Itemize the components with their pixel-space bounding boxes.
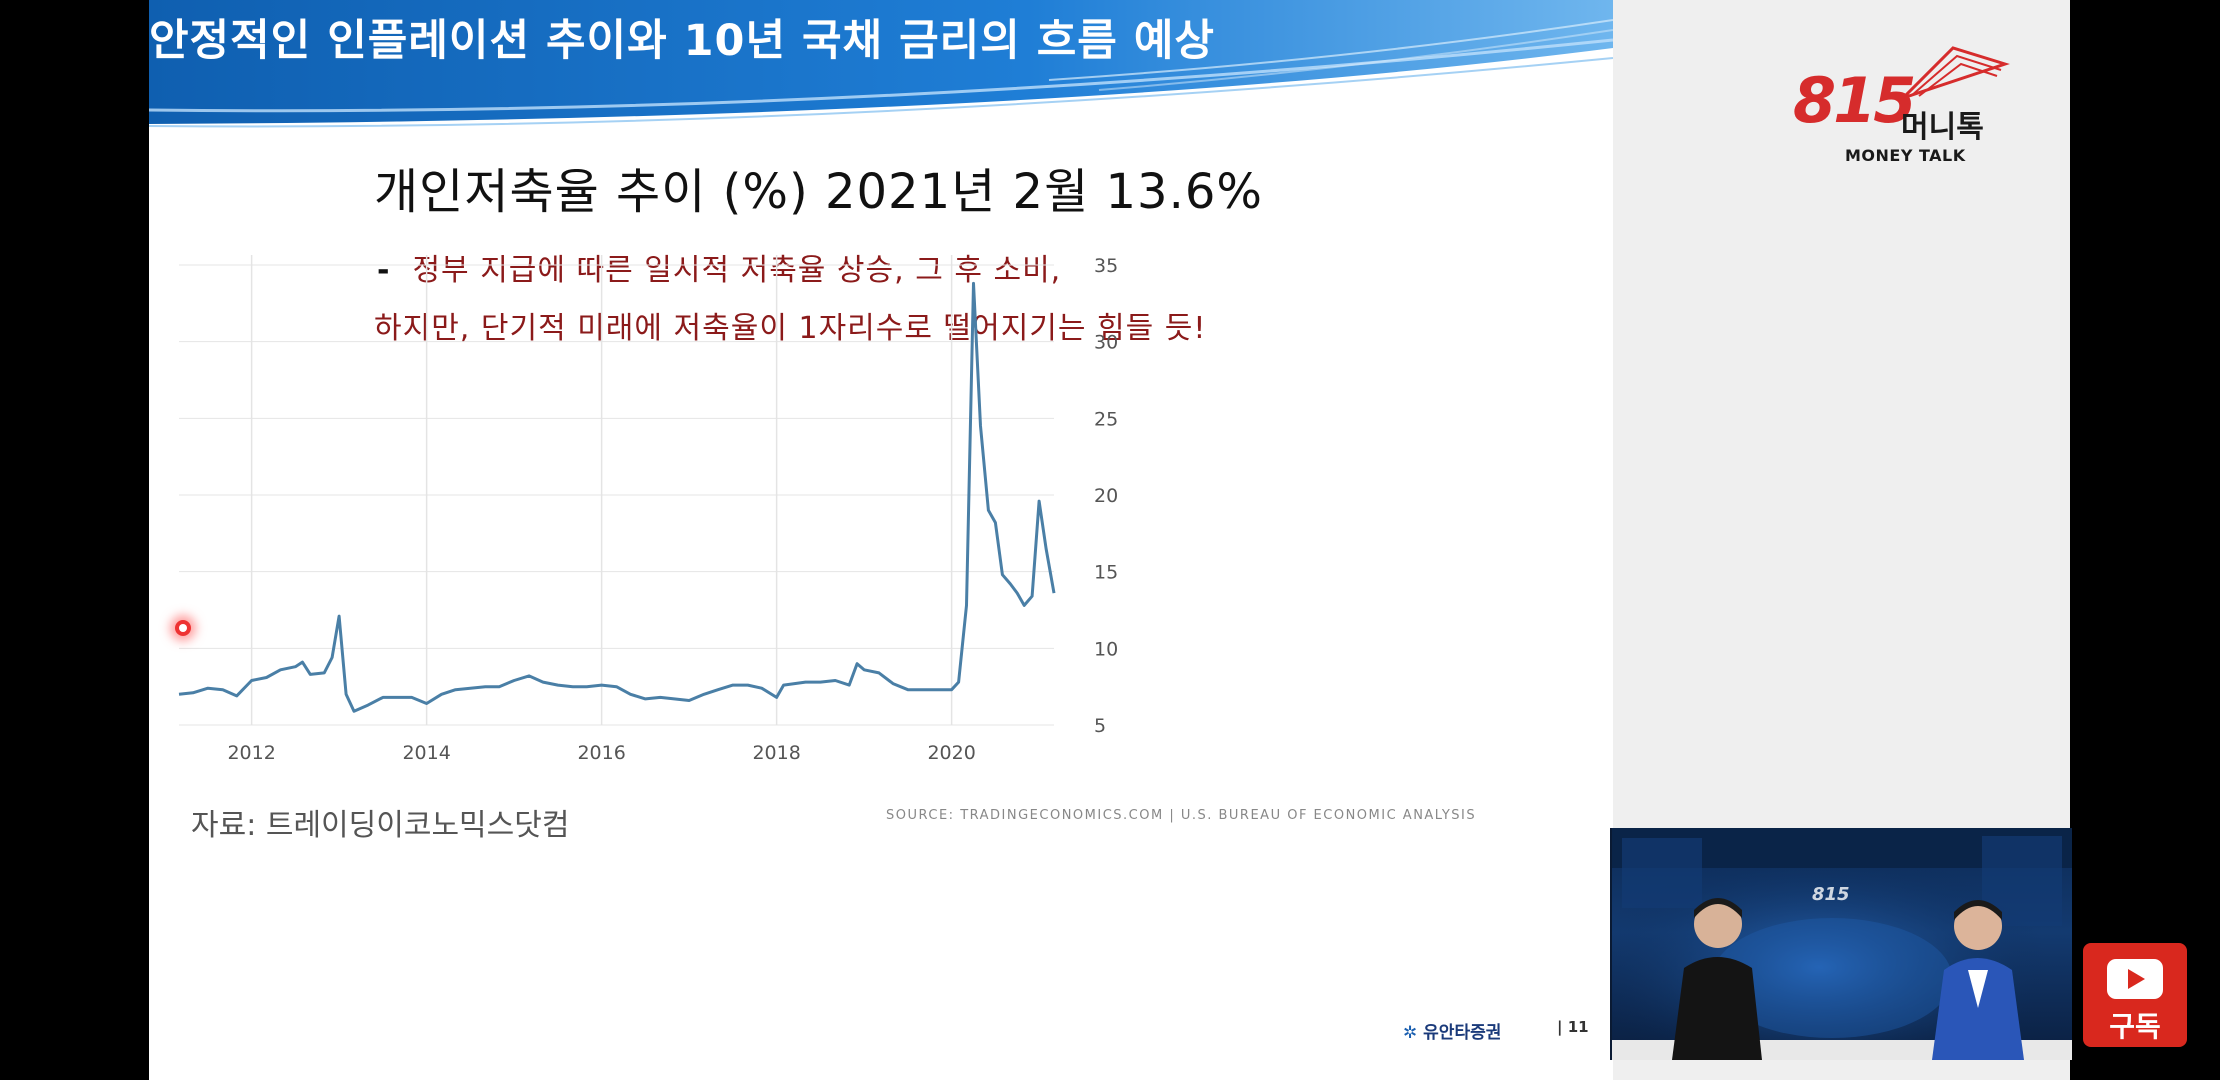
logo-number: 815 <box>1793 64 1916 137</box>
svg-text:815: 815 <box>1812 884 1850 905</box>
x-tick-label: 2012 <box>227 742 275 764</box>
chart-heading: 개인저축율 추이 (%) 2021년 2월 13.6% <box>374 164 1263 220</box>
source-korean: 자료: 트레이딩이코노믹스닷컴 <box>191 808 570 843</box>
money-talk-logo: 815 머니톡 MONEY TALK <box>1793 40 2033 180</box>
page-number: | 11 <box>1557 1018 1589 1036</box>
money-fan-icon <box>1901 46 2010 100</box>
y-tick-label: 25 <box>1094 408 1118 430</box>
logo-korean: 머니톡 <box>1901 110 1984 145</box>
footer-brand: ✲ 유안타증권 <box>1403 1018 1501 1043</box>
slide-title: 안정적인 인플레이션 추이와 10년 국채 금리의 흐름 예상 <box>149 16 1215 66</box>
y-tick-label: 15 <box>1094 562 1118 584</box>
slide-banner <box>149 0 1613 128</box>
note-dash: - <box>377 253 391 288</box>
subscribe-label: 구독 <box>2109 1010 2161 1043</box>
y-tick-label: 30 <box>1094 332 1118 354</box>
savings-rate-line <box>178 281 1056 713</box>
yuanta-logo-icon: ✲ <box>1403 1023 1418 1043</box>
subscribe-button[interactable]: 구독 <box>2083 943 2187 1047</box>
y-tick-label: 20 <box>1094 485 1118 507</box>
webcam-video: 815 <box>1610 828 2072 1060</box>
presentation-slide: 안정적인 인플레이션 추이와 10년 국채 금리의 흐름 예상 개인저축율 추이… <box>149 0 1613 1080</box>
x-tick-label: 2014 <box>402 742 450 764</box>
y-tick-label: 35 <box>1094 255 1118 277</box>
y-tick-label: 10 <box>1094 638 1118 660</box>
youtube-play-icon <box>2107 959 2163 999</box>
note-line-2: 하지만, 단기적 미래에 저축율이 1자리수로 떨어지기는 힘들 듯! <box>374 311 1207 346</box>
logo-english: MONEY TALK <box>1845 146 1966 165</box>
x-tick-label: 2018 <box>752 742 800 764</box>
source-english: SOURCE: TRADINGECONOMICS.COM | U.S. BURE… <box>886 808 1477 823</box>
y-tick-label: 5 <box>1094 715 1106 737</box>
footer-brand-text: 유안타증권 <box>1423 1023 1502 1043</box>
x-tick-label: 2016 <box>577 742 625 764</box>
studio-scene: 815 <box>1612 828 2072 1060</box>
laser-pointer-icon <box>175 620 191 636</box>
x-tick-label: 2020 <box>927 742 975 764</box>
savings-rate-chart: 5 10 15 20 25 30 35 2012 2014 2016 2018 2020 <box>178 255 1118 764</box>
